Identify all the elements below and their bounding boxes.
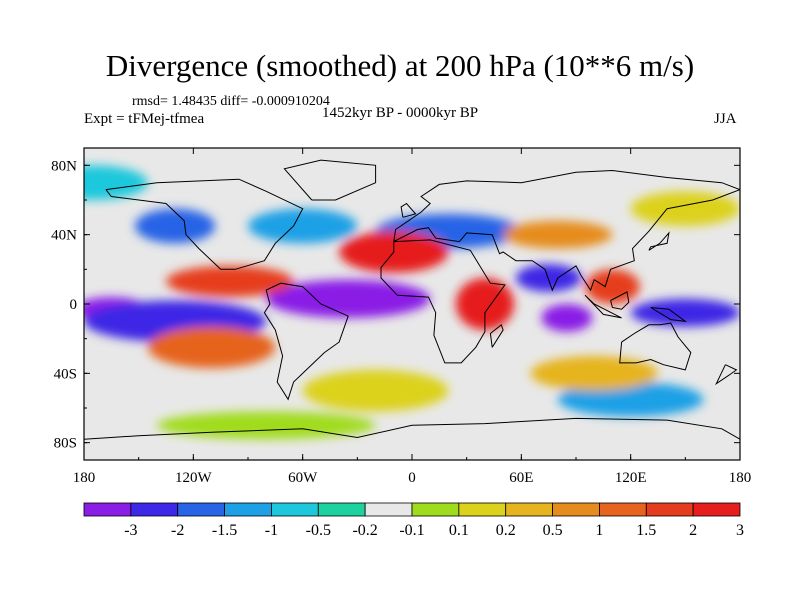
divergence-blob [585, 269, 640, 304]
colorbar-label: -0.2 [352, 522, 377, 539]
colorbar-label: 2 [689, 522, 697, 539]
coastline [619, 322, 692, 371]
divergence-blob [515, 264, 582, 292]
divergence-blob [247, 208, 358, 244]
stats-text: rmsd= 1.48435 diff= -0.000910204 [132, 94, 330, 109]
x-tick-label: 120E [615, 470, 647, 486]
colorbar-swatch [458, 502, 507, 517]
divergence-blob [503, 220, 613, 249]
x-tick-label: 120W [175, 470, 213, 486]
colorbar-swatch [130, 502, 179, 517]
colorbar-label: -1 [265, 522, 278, 539]
colorbar-label: -2 [171, 522, 184, 539]
y-tick-label: 40N [51, 228, 77, 244]
coastline [105, 178, 304, 270]
chart-title: Divergence (smoothed) at 200 hPa (10**6 … [105, 48, 695, 83]
coastline [380, 239, 506, 364]
coastline [283, 159, 377, 201]
colorbar-label: -0.1 [399, 522, 424, 539]
x-tick-label: 180 [729, 470, 752, 486]
coastline [489, 323, 504, 348]
divergence-field [84, 165, 740, 440]
colorbar-swatch [177, 502, 225, 517]
colorbar-label: 1 [595, 522, 603, 539]
coastline [263, 282, 349, 401]
y-tick-label: 80N [51, 158, 77, 174]
divergence-blob [166, 265, 294, 298]
divergence-blob [630, 298, 740, 327]
colorbar-label: 0.5 [543, 522, 563, 539]
colorbar-label: 1.5 [636, 522, 656, 539]
period-label: 1452kyr BP - 0000kyr BP [322, 105, 479, 121]
colorbar-swatch [552, 502, 600, 517]
divergence-blob [135, 208, 216, 244]
coastline [650, 307, 688, 323]
coastline [393, 169, 740, 292]
divergence-blob [84, 165, 148, 200]
colorbar-swatch [271, 502, 319, 517]
colorbar-swatch [692, 502, 741, 517]
axes: 180 120W 60W 0 60E 120E 180 80N 40N 0 40S 80S [51, 148, 751, 486]
y-tick-label: 0 [70, 297, 78, 313]
colorbar-swatch [83, 502, 132, 517]
coastline [84, 417, 740, 440]
divergence-blob [630, 191, 740, 227]
colorbar-label: 3 [736, 522, 744, 539]
divergence-blob [302, 369, 449, 412]
experiment-label: Expt = tFMej-tfmea [84, 111, 205, 127]
colorbar-label: -1.5 [212, 522, 237, 539]
colorbar-label: 0.2 [496, 522, 516, 539]
colorbar-label: -0.5 [306, 522, 331, 539]
coastline [715, 364, 738, 386]
colorbar-label: -3 [124, 522, 137, 539]
colorbar-swatch [317, 502, 366, 517]
colorbar-label: 0.1 [449, 522, 469, 539]
colorbar-swatch [599, 502, 647, 517]
colorbar-swatch [505, 502, 553, 517]
coastlines [84, 159, 740, 440]
y-tick-label: 40S [54, 366, 77, 382]
coastline [584, 294, 622, 319]
y-tick-label: 80S [54, 436, 77, 452]
x-tick-label: 60W [288, 470, 318, 486]
coastline [400, 202, 417, 218]
x-tick-label: 0 [408, 470, 416, 486]
divergence-blob [455, 278, 515, 330]
x-tick-label: 60E [509, 470, 533, 486]
season-label: JJA [714, 111, 737, 127]
divergence-blob [530, 356, 658, 391]
colorbar-swatch [224, 502, 272, 517]
coastline [648, 231, 670, 251]
colorbar-swatch [645, 502, 694, 517]
colorbar-swatch [411, 502, 460, 517]
x-tick-label: 180 [73, 470, 96, 486]
divergence-blob [147, 326, 276, 369]
colorbar-swatch [364, 502, 413, 517]
plot-area [84, 148, 740, 460]
divergence-blob [266, 279, 431, 318]
colorbar: -3 -2 -1.5 -1 -0.5 -0.2 -0.1 0.1 0.2 0.5 1 1.5 2 3 [83, 502, 744, 539]
coastline [610, 291, 630, 310]
divergence-blob [541, 304, 593, 332]
